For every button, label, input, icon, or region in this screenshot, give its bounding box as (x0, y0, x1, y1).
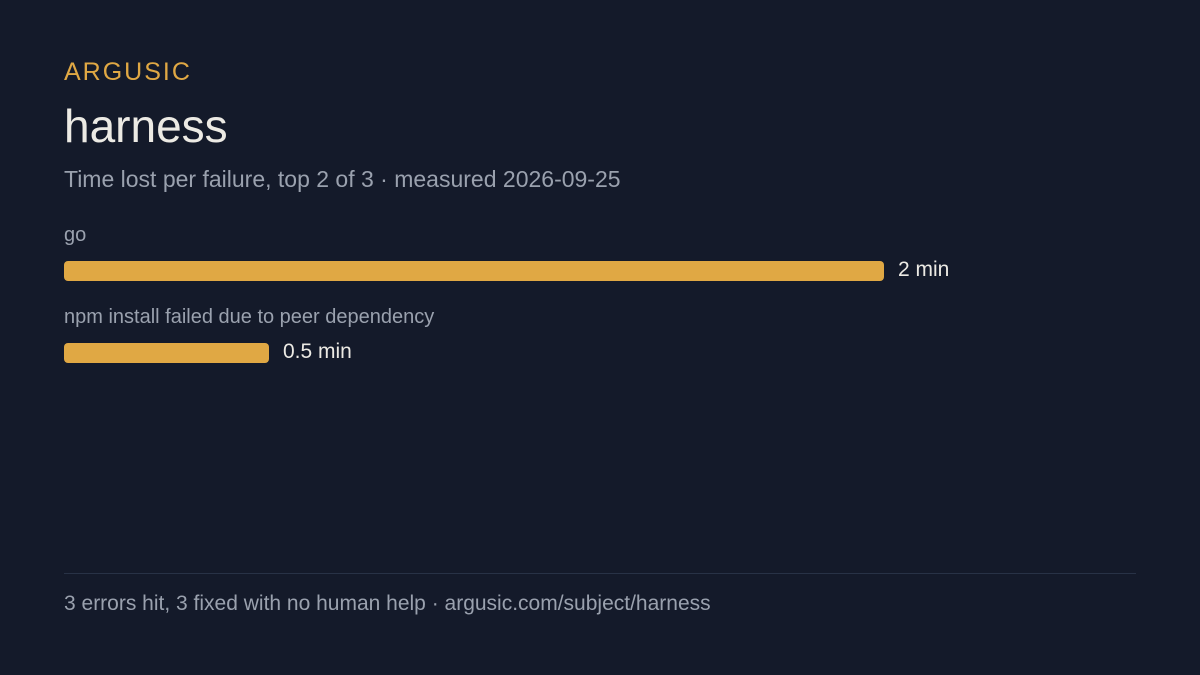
brand-label: ARGUSIC (64, 58, 192, 86)
chart-subtitle: Time lost per failure, top 2 of 3 · meas… (64, 166, 621, 192)
footer-divider (64, 573, 1136, 574)
bar (64, 261, 884, 281)
page-title: harness (64, 100, 228, 152)
bar-category-label: npm install failed due to peer dependenc… (64, 306, 435, 328)
bar-chart: go 2 min npm install failed due to peer de… (64, 220, 1064, 384)
bar-category-label: go (64, 224, 87, 246)
footer-text: 3 errors hit, 3 fixed with no human help… (64, 592, 711, 615)
chart-row: npm install failed due to peer dependenc… (64, 302, 1064, 384)
bar-value-label: 0.5 min (283, 340, 352, 363)
bar-value-label: 2 min (898, 258, 950, 281)
bar (64, 343, 269, 363)
chart-row: go 2 min (64, 220, 1064, 302)
